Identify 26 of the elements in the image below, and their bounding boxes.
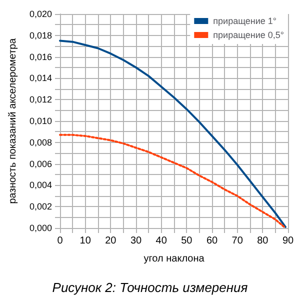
y-tick-label: 0,010 xyxy=(29,116,52,126)
legend-label: приращение 1° xyxy=(213,16,277,26)
y-tick-label: 0,004 xyxy=(29,180,52,190)
x-tick-label: 0 xyxy=(57,236,64,246)
x-axis-title: угол наклона xyxy=(144,254,205,264)
text: Рисунок 2: Точность измерения xyxy=(52,280,248,295)
x-tick-label: 80 xyxy=(257,236,269,246)
y-tick-label: 0,020 xyxy=(29,9,52,19)
x-tick-label: 90 xyxy=(282,236,294,246)
x-tick-label: 10 xyxy=(80,236,92,246)
x-tick-label: 60 xyxy=(206,236,218,246)
x-tick-label: 30 xyxy=(130,236,142,246)
y-axis-title: разность показаний акселерометра xyxy=(8,38,18,204)
y-tick-label: 0,000 xyxy=(29,223,52,233)
y-tick-label: 0,014 xyxy=(29,73,52,84)
x-tick-label: 40 xyxy=(156,236,168,246)
y-tick-label: 0,018 xyxy=(29,30,52,40)
y-tick-label: 0,012 xyxy=(29,94,52,105)
y-tick-label: 0,002 xyxy=(29,202,52,212)
x-tick-label: 50 xyxy=(181,236,193,246)
x-tick-label: 70 xyxy=(232,236,244,246)
x-tick-label: 20 xyxy=(105,236,117,246)
y-tick-label: 0,016 xyxy=(29,52,52,62)
y-tick-label: 0,006 xyxy=(29,158,52,169)
y-tick-label: 0,008 xyxy=(29,137,52,148)
legend-label: приращение 0,5° xyxy=(213,30,284,40)
